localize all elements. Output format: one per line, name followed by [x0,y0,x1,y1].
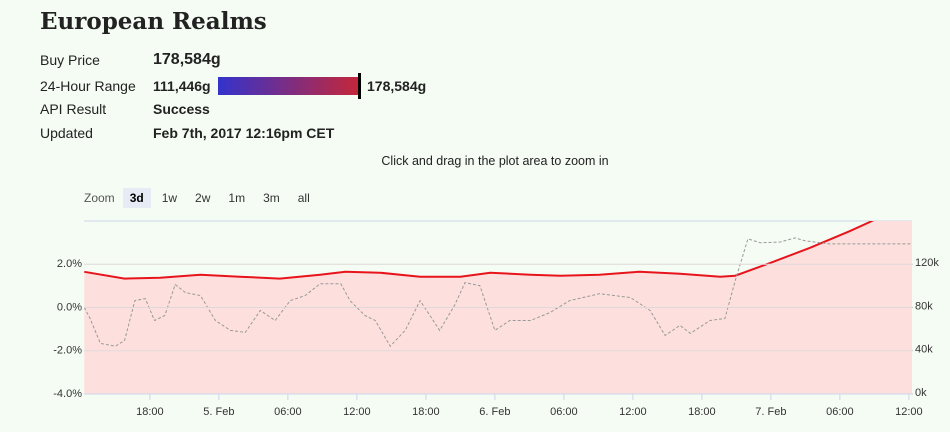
info-value: Success [153,101,210,117]
info-label: Updated [40,125,93,141]
chart-subtitle: Click and drag in the plot area to zoom … [381,154,609,168]
x-tick-label: 7. Feb [755,406,786,418]
x-tick-label: 5. Feb [203,406,234,418]
line [84,237,912,348]
x-tick-label: 12:00 [343,406,371,418]
x-tick-label: 18:00 [136,406,164,418]
y-tick-label: -2.0% [53,345,82,357]
zoom-button[interactable]: 3d [122,188,151,208]
info-label: 24-Hour Range [40,78,136,94]
range-marker [358,73,361,99]
y2-tick-label: 80k [915,300,933,312]
zoom-bar: Zoom 3d 1w 2w 1m 3m all [84,188,317,208]
y-tick-label: 0.0% [57,301,82,313]
info-label: Buy Price [40,52,100,68]
zoom-button[interactable]: all [290,188,317,208]
range-min: 111,446g [153,78,211,94]
plot [84,221,912,394]
info-value: Feb 7th, 2017 12:16pm CET [153,125,335,141]
y2-tick-label: 0k [915,387,927,399]
info-label: API Result [40,101,107,117]
x-tick-label: 18:00 [688,406,716,418]
x-tick-label: 06:00 [274,406,302,418]
info-value: 178,584g [153,51,221,68]
x-tick-label: 06:00 [826,406,854,418]
line [84,221,875,280]
range-max: 178,584g [367,78,427,94]
y2-tick-label: 40k [915,344,933,356]
zoom-button[interactable]: 3m [256,188,287,208]
x-tick-label: 18:00 [412,406,440,418]
x-tick-label: 6. Feb [479,406,510,418]
area [84,221,912,394]
range-bar [218,77,358,95]
y2-tick-label: 120k [915,257,939,269]
x-tick-label: 06:00 [550,406,578,418]
x-tick-label: 12:00 [895,406,923,418]
x-tick-label: 12:00 [619,406,647,418]
zoom-button[interactable]: 1m [221,188,253,208]
zoom-label: Zoom [84,191,115,205]
zoom-button[interactable]: 1w [154,188,185,208]
y-tick-label: -4.0% [53,388,82,400]
zoom-button[interactable]: 2w [188,188,218,208]
page-title: European Realms [40,8,267,35]
y-tick-label: 2.0% [57,258,82,270]
